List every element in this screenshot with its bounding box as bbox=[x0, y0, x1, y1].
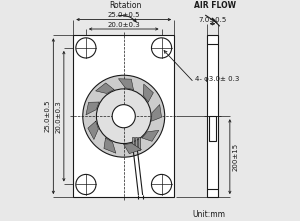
Circle shape bbox=[152, 174, 172, 194]
Bar bbox=[73, 35, 174, 197]
Polygon shape bbox=[143, 84, 153, 102]
Text: 20.0±0.3: 20.0±0.3 bbox=[107, 22, 140, 28]
Text: 20.0±0.3: 20.0±0.3 bbox=[56, 100, 62, 133]
Bar bbox=[207, 35, 218, 197]
Circle shape bbox=[76, 174, 96, 194]
Bar bbox=[138, 137, 140, 150]
Polygon shape bbox=[86, 102, 99, 115]
Polygon shape bbox=[142, 130, 159, 141]
Circle shape bbox=[96, 89, 151, 143]
Text: Unit:mm: Unit:mm bbox=[192, 210, 225, 219]
Circle shape bbox=[76, 38, 96, 58]
Text: 4- φ3.0± 0.3: 4- φ3.0± 0.3 bbox=[195, 76, 240, 82]
Circle shape bbox=[83, 75, 165, 157]
Polygon shape bbox=[152, 105, 161, 121]
Text: 7.0±0.5: 7.0±0.5 bbox=[198, 17, 226, 23]
Bar bbox=[132, 137, 134, 150]
Polygon shape bbox=[88, 121, 98, 139]
Text: 25.0±0.5: 25.0±0.5 bbox=[107, 13, 140, 19]
Polygon shape bbox=[118, 79, 134, 90]
Circle shape bbox=[112, 105, 135, 128]
Polygon shape bbox=[104, 138, 116, 153]
Bar bbox=[135, 137, 137, 150]
Text: AIR FLOW: AIR FLOW bbox=[194, 1, 236, 10]
Circle shape bbox=[152, 38, 172, 58]
Text: 25.0±0.5: 25.0±0.5 bbox=[44, 100, 50, 132]
Polygon shape bbox=[96, 83, 114, 93]
Text: Rotation: Rotation bbox=[110, 1, 142, 10]
Text: 200±15: 200±15 bbox=[233, 143, 239, 171]
Bar bbox=[209, 116, 216, 141]
Polygon shape bbox=[124, 143, 142, 154]
